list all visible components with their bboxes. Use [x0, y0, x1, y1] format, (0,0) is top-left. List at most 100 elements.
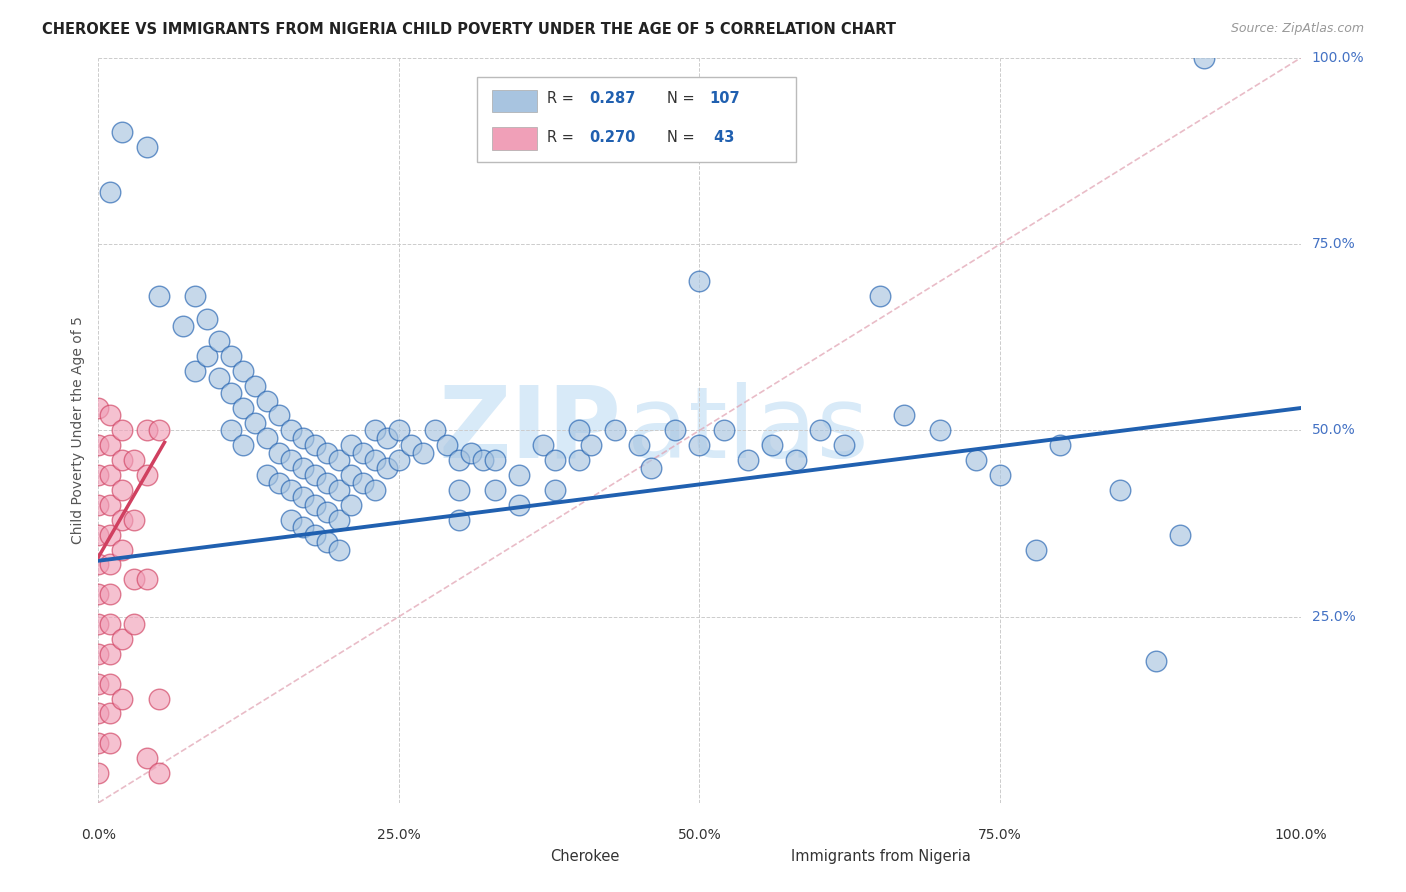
Point [352, 475, 374, 490]
Point [1025, 542, 1047, 557]
Point [436, 438, 458, 452]
Point [100, 527, 122, 541]
Point [100, 736, 122, 750]
Text: 0.287: 0.287 [589, 92, 636, 106]
Point [100, 409, 122, 423]
Point [87, 527, 110, 541]
Point [267, 446, 290, 460]
Point [111, 632, 134, 646]
Text: N =: N = [666, 130, 699, 145]
Point [965, 453, 987, 467]
Point [219, 349, 242, 363]
Point [568, 453, 591, 467]
Point [280, 483, 302, 497]
Point [111, 691, 134, 706]
Point [195, 311, 218, 326]
Point [87, 617, 110, 632]
Text: 100.0%: 100.0% [1312, 51, 1364, 65]
Point [87, 676, 110, 690]
Text: 0.270: 0.270 [589, 130, 636, 145]
Point [364, 483, 387, 497]
Point [135, 424, 157, 438]
Point [664, 424, 686, 438]
Text: 25.0%: 25.0% [377, 828, 420, 842]
Point [688, 275, 710, 289]
Point [124, 513, 146, 527]
Point [328, 542, 350, 557]
Point [100, 676, 122, 690]
Point [232, 401, 254, 415]
Text: Immigrants from Nigeria: Immigrants from Nigeria [790, 849, 970, 864]
FancyBboxPatch shape [492, 90, 537, 112]
Point [628, 438, 651, 452]
Point [135, 573, 157, 587]
Point [111, 542, 134, 557]
Point [447, 453, 470, 467]
Point [148, 289, 170, 303]
Point [87, 438, 110, 452]
Point [148, 766, 170, 780]
Point [111, 125, 134, 139]
Text: 25.0%: 25.0% [1312, 609, 1355, 624]
Point [737, 453, 759, 467]
Text: R =: R = [547, 130, 578, 145]
Point [531, 438, 554, 452]
FancyBboxPatch shape [492, 128, 537, 150]
Text: CHEROKEE VS IMMIGRANTS FROM NIGERIA CHILD POVERTY UNDER THE AGE OF 5 CORRELATION: CHEROKEE VS IMMIGRANTS FROM NIGERIA CHIL… [42, 22, 896, 37]
Point [291, 491, 314, 505]
Point [183, 364, 205, 378]
Point [869, 289, 891, 303]
Text: N =: N = [666, 92, 699, 106]
Point [256, 468, 278, 483]
Point [340, 498, 363, 512]
Point [183, 289, 205, 303]
Point [111, 483, 134, 497]
Point [87, 736, 110, 750]
Point [100, 587, 122, 601]
Point [328, 513, 350, 527]
Point [100, 647, 122, 661]
Point [423, 424, 446, 438]
Point [100, 706, 122, 721]
Point [508, 498, 530, 512]
FancyBboxPatch shape [477, 77, 796, 162]
Point [208, 334, 231, 348]
Point [315, 535, 337, 549]
Text: R =: R = [547, 92, 578, 106]
Point [328, 483, 350, 497]
Point [111, 513, 134, 527]
Point [291, 431, 314, 445]
Point [280, 513, 302, 527]
Point [412, 446, 434, 460]
Point [219, 386, 242, 401]
Point [388, 424, 411, 438]
Point [100, 498, 122, 512]
Point [87, 587, 110, 601]
Text: ZIP: ZIP [439, 382, 621, 479]
Point [100, 185, 122, 199]
Point [304, 438, 326, 452]
Point [87, 498, 110, 512]
Point [484, 453, 506, 467]
Point [1194, 51, 1216, 65]
Point [447, 513, 470, 527]
Text: 107: 107 [709, 92, 740, 106]
Point [135, 140, 157, 154]
Point [291, 460, 314, 475]
Point [399, 438, 422, 452]
Point [640, 460, 662, 475]
Text: 0.0%: 0.0% [82, 828, 115, 842]
Point [208, 371, 231, 385]
Point [232, 438, 254, 452]
Point [893, 409, 915, 423]
Text: 100.0%: 100.0% [1274, 828, 1327, 842]
Text: Cherokee: Cherokee [550, 849, 620, 864]
Point [135, 468, 157, 483]
Point [340, 438, 363, 452]
Point [304, 468, 326, 483]
Point [375, 460, 398, 475]
Point [267, 409, 290, 423]
Point [688, 438, 710, 452]
Point [328, 453, 350, 467]
Text: 50.0%: 50.0% [678, 828, 721, 842]
